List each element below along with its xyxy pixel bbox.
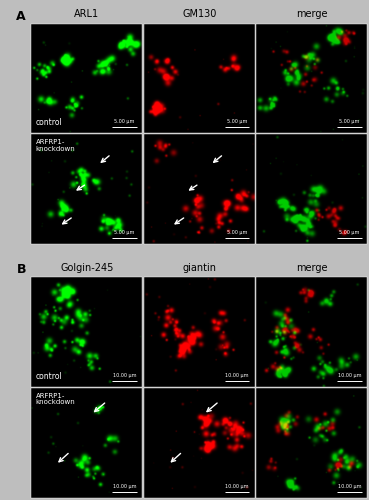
- Text: 10.00 μm: 10.00 μm: [225, 373, 249, 378]
- Text: 5.00 μm: 5.00 μm: [339, 119, 360, 124]
- Text: 5.00 μm: 5.00 μm: [339, 230, 360, 235]
- Text: ARFRP1-
knockdown: ARFRP1- knockdown: [36, 392, 76, 406]
- Text: 5.00 μm: 5.00 μm: [114, 119, 135, 124]
- Text: control: control: [36, 118, 63, 128]
- Text: merge: merge: [296, 9, 327, 19]
- Text: 10.00 μm: 10.00 μm: [225, 484, 249, 489]
- Text: 10.00 μm: 10.00 μm: [338, 484, 361, 489]
- Text: GM130: GM130: [182, 9, 217, 19]
- Text: 10.00 μm: 10.00 μm: [113, 373, 136, 378]
- Text: 5.00 μm: 5.00 μm: [114, 230, 135, 235]
- Text: A: A: [17, 10, 26, 22]
- Text: ARL1: ARL1: [74, 9, 99, 19]
- Text: 10.00 μm: 10.00 μm: [338, 373, 361, 378]
- Text: B: B: [17, 264, 26, 276]
- Text: control: control: [36, 372, 63, 381]
- Text: ARFRP1-
knockdown: ARFRP1- knockdown: [36, 138, 76, 152]
- Text: 5.00 μm: 5.00 μm: [227, 119, 247, 124]
- Text: Golgin-245: Golgin-245: [60, 263, 114, 273]
- Text: merge: merge: [296, 263, 327, 273]
- Text: giantin: giantin: [182, 263, 216, 273]
- Text: 10.00 μm: 10.00 μm: [113, 484, 136, 489]
- Text: 5.00 μm: 5.00 μm: [227, 230, 247, 235]
